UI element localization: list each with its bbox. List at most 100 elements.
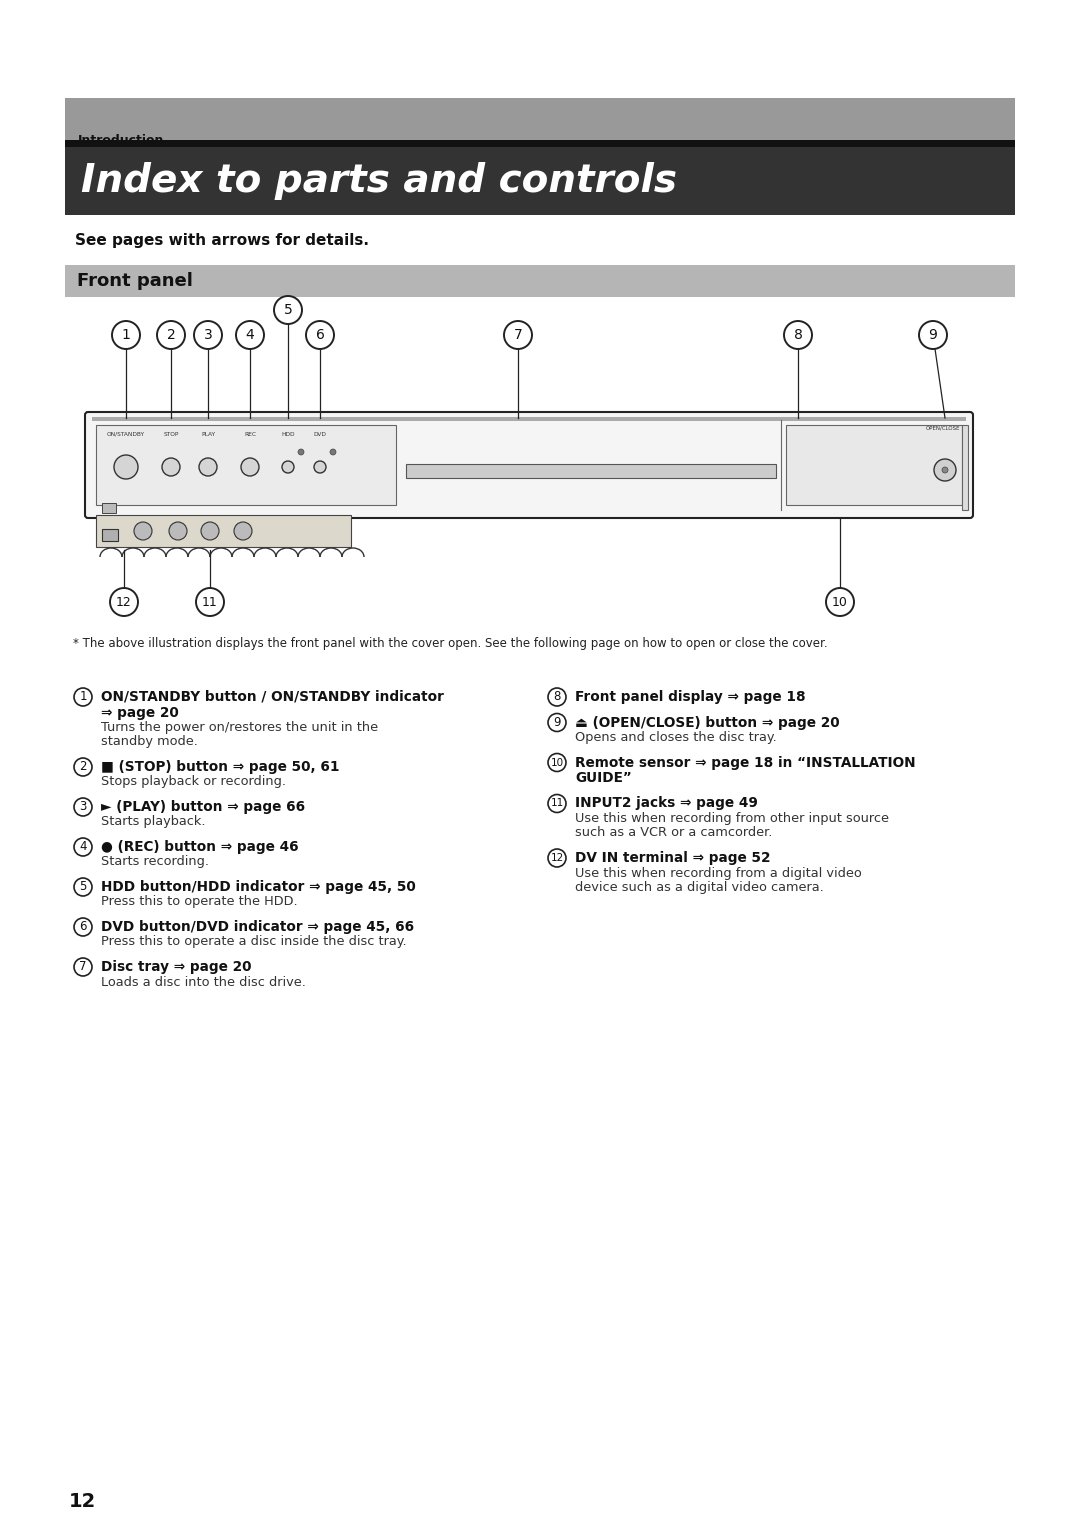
Text: OPEN/CLOSE: OPEN/CLOSE — [926, 426, 960, 431]
Text: 12: 12 — [551, 853, 564, 863]
Text: HDD button/HDD indicator ⇒ page 45, 50: HDD button/HDD indicator ⇒ page 45, 50 — [102, 880, 416, 894]
Text: Starts recording.: Starts recording. — [102, 856, 210, 868]
Text: Front panel: Front panel — [77, 272, 193, 290]
Text: 11: 11 — [551, 799, 564, 808]
Bar — [65, 141, 1015, 147]
Circle shape — [157, 321, 185, 348]
Circle shape — [75, 688, 92, 706]
Circle shape — [110, 588, 138, 616]
Circle shape — [942, 468, 948, 474]
Bar — [102, 503, 116, 513]
Circle shape — [548, 688, 566, 706]
Circle shape — [195, 588, 224, 616]
Text: 2: 2 — [166, 329, 175, 342]
Text: 6: 6 — [79, 920, 86, 934]
Circle shape — [75, 958, 92, 976]
Bar — [962, 425, 968, 510]
Circle shape — [168, 523, 187, 539]
Circle shape — [241, 458, 259, 477]
Circle shape — [934, 458, 956, 481]
Text: * The above illustration displays the front panel with the cover open. See the f: * The above illustration displays the fr… — [73, 637, 827, 649]
Text: 1: 1 — [122, 329, 131, 342]
Circle shape — [282, 461, 294, 474]
Text: See pages with arrows for details.: See pages with arrows for details. — [75, 232, 369, 248]
Bar — [102, 529, 118, 541]
Text: standby mode.: standby mode. — [102, 735, 198, 749]
Circle shape — [199, 458, 217, 477]
Text: Use this when recording from a digital video: Use this when recording from a digital v… — [575, 866, 862, 880]
Bar — [65, 98, 1015, 141]
Text: Introduction: Introduction — [78, 134, 164, 147]
Text: Disc tray ⇒ page 20: Disc tray ⇒ page 20 — [102, 960, 252, 973]
Circle shape — [919, 321, 947, 348]
Text: Loads a disc into the disc drive.: Loads a disc into the disc drive. — [102, 975, 306, 989]
Text: 7: 7 — [514, 329, 523, 342]
Circle shape — [162, 458, 180, 477]
Text: 9: 9 — [929, 329, 937, 342]
Bar — [96, 425, 396, 504]
Text: ON/STANDBY button / ON/STANDBY indicator: ON/STANDBY button / ON/STANDBY indicator — [102, 691, 444, 704]
Text: Press this to operate the HDD.: Press this to operate the HDD. — [102, 895, 298, 909]
Text: Starts playback.: Starts playback. — [102, 816, 205, 828]
Text: 7: 7 — [79, 961, 86, 973]
Circle shape — [314, 461, 326, 474]
Circle shape — [134, 523, 152, 539]
Circle shape — [234, 523, 252, 539]
Text: INPUT2 jacks ⇒ page 49: INPUT2 jacks ⇒ page 49 — [575, 796, 758, 810]
Text: Front panel display ⇒ page 18: Front panel display ⇒ page 18 — [575, 691, 806, 704]
Text: 2: 2 — [79, 761, 86, 773]
Text: ON/STANDBY: ON/STANDBY — [107, 432, 145, 437]
Text: 10: 10 — [551, 758, 564, 767]
FancyBboxPatch shape — [85, 413, 973, 518]
Bar — [65, 264, 1015, 296]
Text: 5: 5 — [284, 303, 293, 316]
Text: 3: 3 — [204, 329, 213, 342]
Bar — [92, 417, 966, 422]
Text: DV IN terminal ⇒ page 52: DV IN terminal ⇒ page 52 — [575, 851, 770, 865]
Text: 1: 1 — [79, 691, 86, 703]
Circle shape — [75, 758, 92, 776]
Text: 10: 10 — [832, 596, 848, 608]
Circle shape — [75, 798, 92, 816]
Circle shape — [548, 714, 566, 732]
Circle shape — [114, 455, 138, 478]
Text: Index to parts and controls: Index to parts and controls — [81, 162, 677, 200]
Text: ► (PLAY) button ⇒ page 66: ► (PLAY) button ⇒ page 66 — [102, 801, 306, 814]
Text: DVD button/DVD indicator ⇒ page 45, 66: DVD button/DVD indicator ⇒ page 45, 66 — [102, 920, 414, 934]
Text: DVD: DVD — [313, 432, 326, 437]
Circle shape — [194, 321, 222, 348]
Text: Stops playback or recording.: Stops playback or recording. — [102, 776, 286, 788]
Text: 11: 11 — [202, 596, 218, 608]
Circle shape — [548, 850, 566, 866]
Text: GUIDE”: GUIDE” — [575, 772, 632, 785]
Text: 12: 12 — [69, 1491, 96, 1511]
Text: STOP: STOP — [163, 432, 179, 437]
Circle shape — [306, 321, 334, 348]
Circle shape — [201, 523, 219, 539]
Circle shape — [330, 449, 336, 455]
Circle shape — [784, 321, 812, 348]
Text: 3: 3 — [79, 801, 86, 813]
Text: Turns the power on/restores the unit in the: Turns the power on/restores the unit in … — [102, 721, 378, 733]
Text: ⏏ (OPEN/CLOSE) button ⇒ page 20: ⏏ (OPEN/CLOSE) button ⇒ page 20 — [575, 715, 839, 729]
Text: 12: 12 — [117, 596, 132, 608]
Text: Opens and closes the disc tray.: Opens and closes the disc tray. — [575, 730, 777, 744]
Circle shape — [75, 879, 92, 895]
Text: 8: 8 — [553, 691, 561, 703]
Circle shape — [548, 753, 566, 772]
Bar — [96, 515, 351, 547]
Bar — [65, 147, 1015, 215]
Text: ⇒ page 20: ⇒ page 20 — [102, 706, 179, 720]
Text: Remote sensor ⇒ page 18 in “INSTALLATION: Remote sensor ⇒ page 18 in “INSTALLATION — [575, 755, 916, 770]
Bar — [786, 425, 962, 504]
Circle shape — [548, 795, 566, 813]
Circle shape — [298, 449, 303, 455]
Circle shape — [504, 321, 532, 348]
Circle shape — [237, 321, 264, 348]
Text: ● (REC) button ⇒ page 46: ● (REC) button ⇒ page 46 — [102, 840, 299, 854]
Text: ■ (STOP) button ⇒ page 50, 61: ■ (STOP) button ⇒ page 50, 61 — [102, 759, 339, 775]
Circle shape — [75, 837, 92, 856]
Circle shape — [112, 321, 140, 348]
Circle shape — [274, 296, 302, 324]
Circle shape — [75, 918, 92, 937]
